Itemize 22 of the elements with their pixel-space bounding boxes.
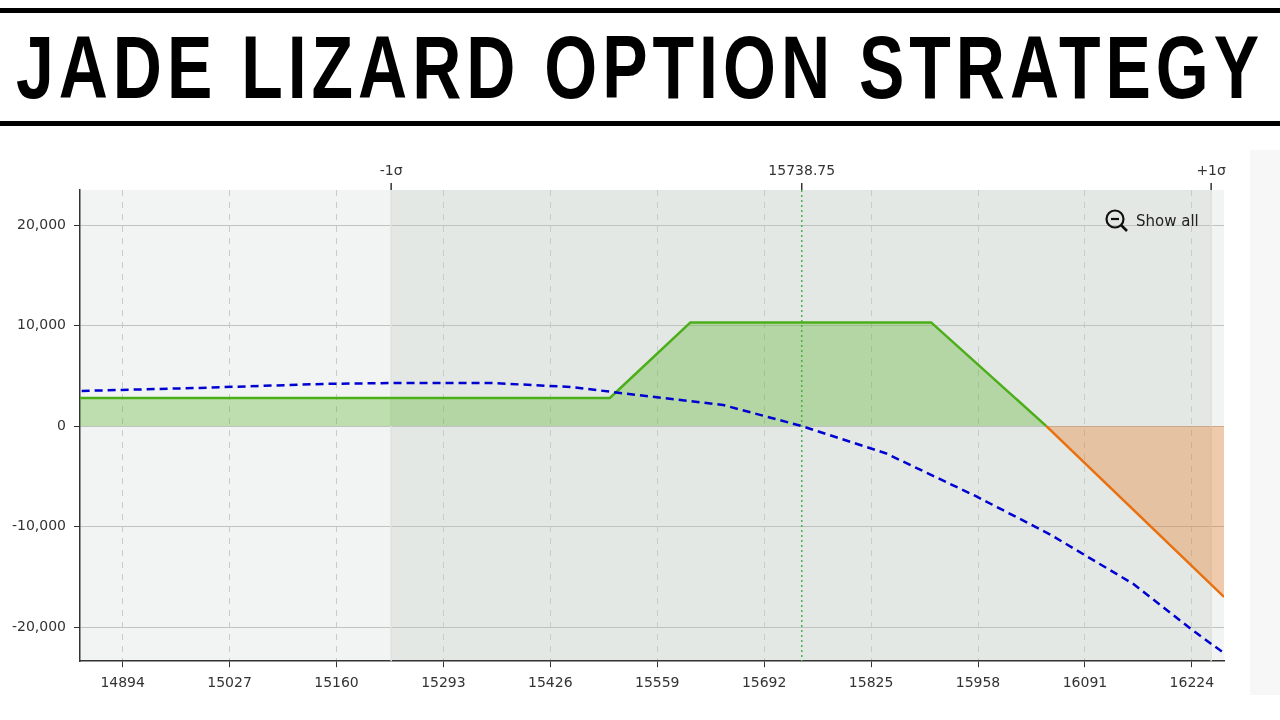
annotation: Show all xyxy=(1136,212,1199,230)
x-tick-label: 15027 xyxy=(207,674,252,691)
x-tick-label: 15825 xyxy=(848,674,894,691)
x-tick-label: 14894 xyxy=(100,674,145,691)
y-tick-label: -10,000 xyxy=(11,517,67,534)
x-tick-label: 15426 xyxy=(528,674,573,691)
line-series xyxy=(80,381,1224,655)
x-tick-label: 16224 xyxy=(1169,674,1215,691)
y-tick-label: -20,000 xyxy=(11,617,67,634)
chart-title: JADE LIZARD OPTION STRATEGY xyxy=(15,16,1265,119)
ref-line-label: 15738.75 xyxy=(768,161,836,178)
y-tick-label: 0 xyxy=(57,416,67,433)
ref-line-label: +1σ xyxy=(1196,161,1227,178)
x-tick-label: 15293 xyxy=(421,674,466,691)
y-tick-label: 10,000 xyxy=(17,316,67,333)
x-tick-label: 15692 xyxy=(741,674,787,691)
ref-line-label: -1σ xyxy=(379,161,403,178)
y-tick-label: 20,000 xyxy=(17,215,67,232)
x-tick-label: 16091 xyxy=(1062,674,1108,691)
x-tick-label: 15160 xyxy=(314,674,359,691)
x-tick-label: 15958 xyxy=(955,674,1001,691)
x-tick-label: 15559 xyxy=(634,674,680,691)
